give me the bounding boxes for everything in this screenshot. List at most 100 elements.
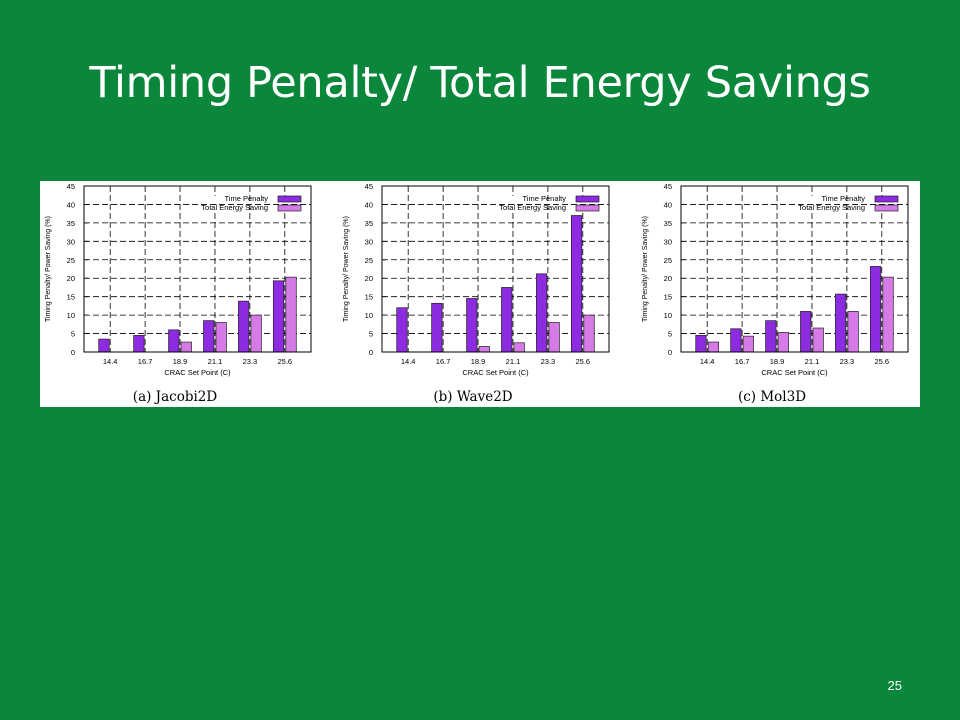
x-tick-label: 14.4 — [103, 357, 118, 366]
x-tick-label: 25.6 — [875, 357, 890, 366]
bar-time-penalty — [730, 328, 742, 353]
bar-time-penalty — [869, 266, 882, 353]
legend-label: Time Penalty — [225, 194, 269, 203]
legend-bg — [203, 196, 223, 201]
legend-bg — [800, 196, 820, 201]
y-tick-label: 45 — [67, 182, 75, 191]
y-tick-label: 5 — [369, 330, 373, 339]
chart-caption: (a) Jacobi2D — [133, 389, 218, 405]
x-tick-label: 21.1 — [208, 357, 223, 366]
bar-time-penalty — [466, 298, 478, 353]
bar-time-penalty — [536, 273, 548, 353]
bar-time-penalty — [238, 300, 250, 353]
legend-swatch — [575, 204, 600, 212]
chart-3: 0 5 10 15 20 25 30 35 40 45 14.4 16.7 18.9 21.1 23.3 25… — [642, 182, 909, 405]
x-tick-label: 14.4 — [401, 357, 416, 366]
y-tick-label: 45 — [664, 182, 672, 191]
x-axis-label: CRAC Set Point (C) — [462, 368, 529, 377]
slide-title: Timing Penalty/ Total Energy Savings — [89, 58, 871, 108]
x-tick-label: 16.7 — [138, 357, 153, 366]
x-axis-label: CRAC Set Point (C) — [761, 368, 828, 377]
x-tick-label: 23.3 — [541, 357, 556, 366]
legend-bg — [501, 205, 521, 210]
y-tick-label: 30 — [664, 237, 672, 246]
y-tick-label: 15 — [67, 293, 75, 302]
x-tick-label: 23.3 — [243, 357, 258, 366]
bar-total-energy-saving — [285, 276, 297, 353]
legend-swatch — [874, 204, 899, 212]
y-tick-label: 20 — [67, 274, 75, 283]
legend-swatch — [874, 195, 899, 203]
plot-frame — [680, 185, 909, 353]
bar-total-energy-saving — [513, 342, 525, 353]
chart-1: 0 5 10 15 20 25 30 35 40 45 14.4 16.7 18.9 21.1 23.3 25… — [45, 182, 312, 405]
bar-time-penalty — [203, 320, 215, 353]
x-tick-label: 18.9 — [770, 357, 785, 366]
x-tick-label: 25.6 — [576, 357, 591, 366]
y-tick-label: 0 — [71, 348, 75, 357]
legend-label: Time Penalty — [822, 194, 866, 203]
y-tick-label: 40 — [67, 200, 75, 209]
y-tick-label: 25 — [664, 256, 672, 265]
bar-time-penalty — [396, 307, 408, 353]
bar-total-energy-saving — [742, 335, 754, 353]
x-tick-label: 14.4 — [700, 357, 715, 366]
y-axis-label: Timing Penalty/ Power Saving (%) — [45, 216, 52, 322]
y-tick-label: 20 — [365, 274, 373, 283]
y-tick-label: 10 — [67, 311, 75, 320]
bar-time-penalty — [695, 335, 707, 353]
bar-total-energy-saving — [777, 332, 789, 353]
x-tick-label: 18.9 — [173, 357, 188, 366]
legend-label: Total Energy Saving — [798, 203, 865, 212]
y-tick-label: 25 — [365, 256, 373, 265]
bar-total-energy-saving — [707, 341, 720, 353]
legend-swatch — [277, 195, 302, 203]
y-tick-label: 30 — [365, 237, 373, 246]
y-axis-label: Timing Penalty/ Power Saving (%) — [642, 216, 649, 322]
bar-total-energy-saving — [215, 322, 227, 353]
x-tick-label: 16.7 — [436, 357, 451, 366]
y-tick-label: 40 — [365, 200, 373, 209]
y-tick-label: 15 — [664, 293, 672, 302]
y-tick-label: 20 — [664, 274, 672, 283]
legend-swatch — [277, 204, 302, 212]
charts-figure: 0 5 10 15 20 25 30 35 40 45 14.4 16.7 18.9 21.1 23.3 25… — [45, 182, 909, 405]
x-tick-label: 23.3 — [840, 357, 855, 366]
x-tick-label: 21.1 — [506, 357, 521, 366]
y-tick-label: 35 — [67, 219, 75, 228]
y-tick-label: 25 — [67, 256, 75, 265]
bar-time-penalty — [501, 287, 513, 353]
y-tick-label: 5 — [668, 330, 672, 339]
plot-frame — [83, 185, 312, 353]
bar-total-energy-saving — [548, 322, 560, 353]
legend-label: Total Energy Saving — [201, 203, 268, 212]
x-tick-label: 16.7 — [735, 357, 750, 366]
chart-2: 0 5 10 15 20 25 30 35 40 45 14.4 16.7 18.9 21.1 23.3 25… — [343, 182, 610, 405]
bar-time-penalty — [272, 280, 285, 353]
bar-time-penalty — [431, 302, 443, 353]
bar-time-penalty — [168, 329, 180, 353]
legend-bg — [800, 205, 820, 210]
bar-total-energy-saving — [478, 346, 490, 353]
plot-frame — [381, 185, 610, 353]
figure-panel: 0 5 10 15 20 25 30 35 40 45 14.4 16.7 18.9 21.1 23.3 25… — [40, 181, 920, 407]
y-axis-label: Timing Penalty/ Power Saving (%) — [343, 216, 350, 322]
x-tick-label: 21.1 — [805, 357, 820, 366]
chart-caption: (c) Mol3D — [738, 389, 806, 405]
legend-bg — [501, 196, 521, 201]
chart-caption: (b) Wave2D — [433, 389, 512, 405]
bar-time-penalty — [800, 311, 812, 353]
y-tick-label: 30 — [67, 237, 75, 246]
y-tick-label: 0 — [668, 348, 672, 357]
x-tick-label: 25.6 — [278, 357, 293, 366]
bar-total-energy-saving — [847, 311, 859, 353]
x-tick-label: 18.9 — [471, 357, 486, 366]
y-tick-label: 35 — [664, 219, 672, 228]
y-tick-label: 5 — [71, 330, 75, 339]
page-number: 25 — [887, 678, 902, 693]
bar-total-energy-saving — [882, 276, 894, 353]
bar-time-penalty — [133, 335, 145, 353]
y-tick-label: 10 — [365, 311, 373, 320]
y-tick-label: 0 — [369, 348, 373, 357]
bar-total-energy-saving — [180, 341, 192, 353]
